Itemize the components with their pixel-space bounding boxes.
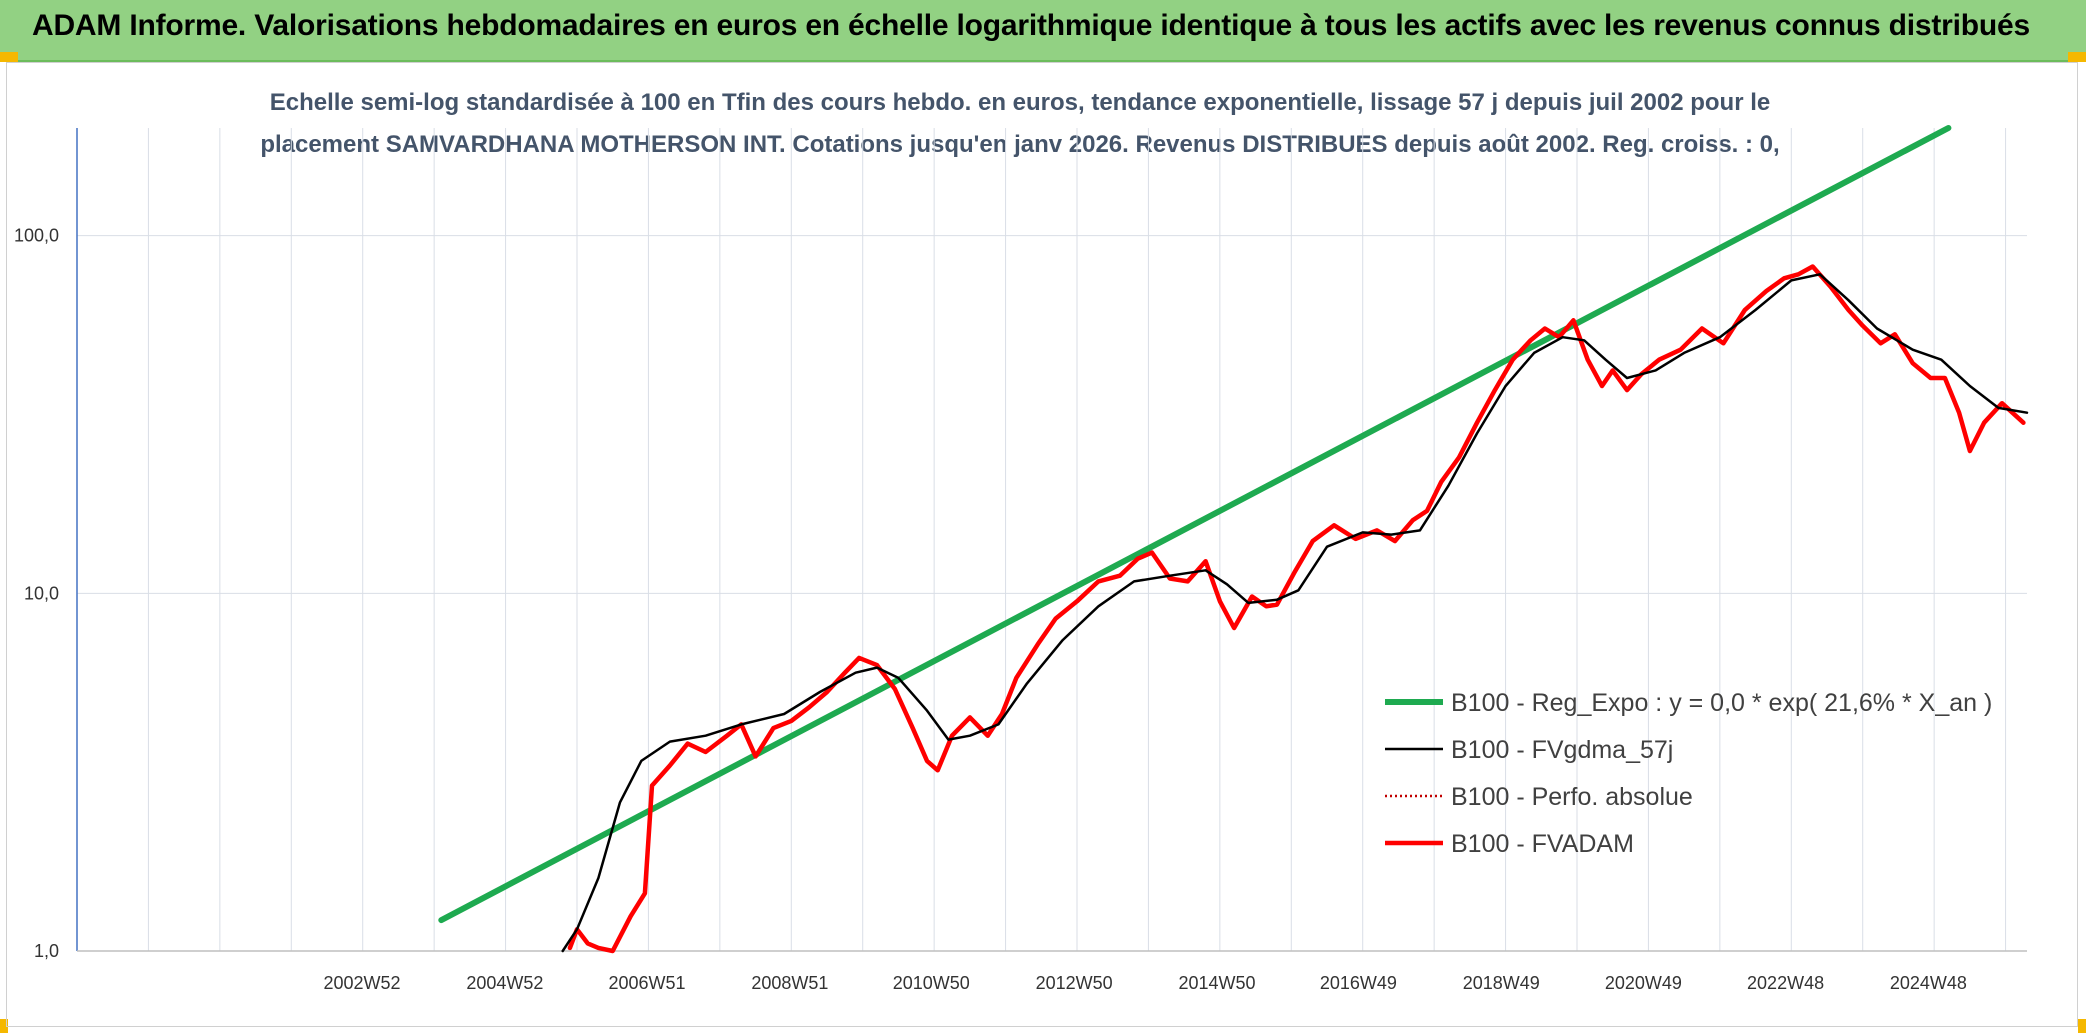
legend: B100 - Reg_Expo : y = 0,0 * exp( 21,6% *… [1385,689,1992,858]
x-tick-label: 2006W51 [608,973,685,993]
legend-label: B100 - FVADAM [1451,830,1634,858]
y-tick-label: 1,0 [34,941,59,961]
series-line-reg-expo [438,125,1952,924]
report-title: ADAM Informe. Valorisations hebdomadaire… [32,9,2030,42]
series-line-fvadam [567,264,2026,954]
tick-labels: 1,0 10,0 100,0 2002W52 2004W52 2006W51 2008W51… [14,226,1967,993]
chart-title-line-1: Echelle semi-log standardisée à 100 en T… [269,89,1771,116]
chart-frame [6,62,2078,1027]
legend-label: B100 - Perfo. absolue [1451,783,1693,811]
x-tick-label: 2010W50 [893,973,970,993]
x-tick-label: 2004W52 [466,973,543,993]
x-tick-label: 2002W52 [323,973,400,993]
report-banner: ADAM Informe. Valorisations hebdomadaire… [0,0,2086,62]
axes [76,128,2027,952]
chart-title: Echelle semi-log standardisée à 100 en T… [160,82,1880,166]
corner-marker [0,1019,8,1033]
series [438,125,2029,954]
x-tick-label: 2014W50 [1178,973,1255,993]
corner-marker [2078,1019,2086,1033]
x-tick-label: 2018W49 [1463,973,1540,993]
x-tick-label: 2016W49 [1320,973,1397,993]
legend-label: B100 - Reg_Expo : y = 0,0 * exp( 21,6% *… [1451,689,1992,717]
grid [76,128,2027,952]
x-tick-label: 2012W50 [1036,973,1113,993]
series-line-fvgdma [561,273,2029,953]
y-tick-label: 10,0 [24,583,59,603]
chart-title-line-2: placement SAMVARDHANA MOTHERSON INT. Cot… [260,131,1780,158]
x-tick-label: 2020W49 [1605,973,1682,993]
y-tick-label: 100,0 [14,226,59,246]
corner-marker [2068,52,2086,62]
legend-label: B100 - FVgdma_57j [1451,736,1673,764]
x-tick-label: 2022W48 [1747,973,1824,993]
x-tick-label: 2008W51 [751,973,828,993]
x-tick-label: 2024W48 [1890,973,1967,993]
corner-marker [0,52,18,62]
